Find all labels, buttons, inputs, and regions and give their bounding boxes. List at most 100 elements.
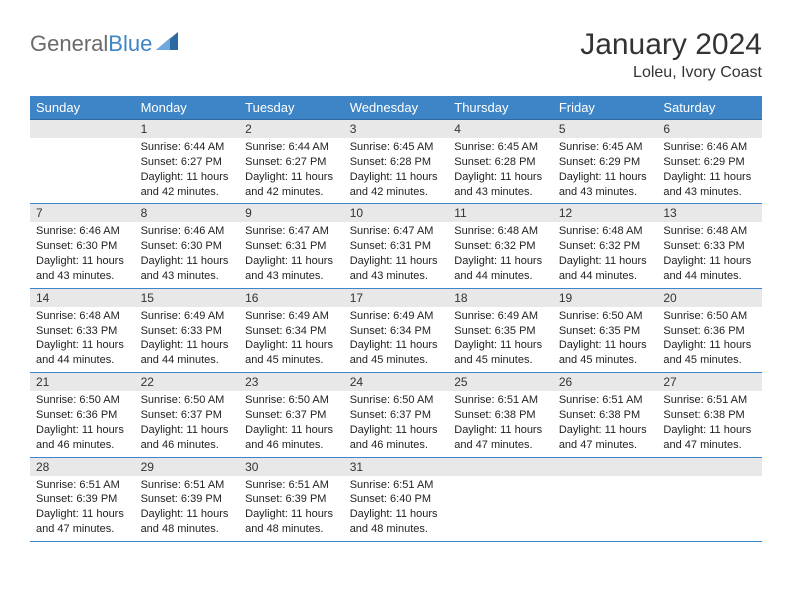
sunset-text: Sunset: 6:29 PM: [559, 155, 652, 170]
sunset-text: Sunset: 6:33 PM: [36, 324, 129, 339]
day-number: 21: [30, 373, 135, 391]
sunrise-text: Sunrise: 6:51 AM: [245, 478, 338, 493]
calendar-day-cell: 12Sunrise: 6:48 AMSunset: 6:32 PMDayligh…: [553, 204, 658, 288]
calendar-day-cell: 17Sunrise: 6:49 AMSunset: 6:34 PMDayligh…: [344, 288, 449, 372]
sunset-text: Sunset: 6:35 PM: [454, 324, 547, 339]
sunset-text: Sunset: 6:37 PM: [350, 408, 443, 423]
sunrise-text: Sunrise: 6:51 AM: [559, 393, 652, 408]
location-label: Loleu, Ivory Coast: [580, 64, 762, 82]
day-number: [448, 458, 553, 476]
day-number: [657, 458, 762, 476]
day-number: 14: [30, 289, 135, 307]
day-number: 13: [657, 204, 762, 222]
calendar-week-row: 21Sunrise: 6:50 AMSunset: 6:36 PMDayligh…: [30, 373, 762, 457]
weekday-header: Wednesday: [344, 96, 449, 120]
calendar-day-cell: 30 Sunrise: 6:51 AMSunset: 6:39 PMDayligh…: [239, 457, 344, 541]
weekday-header-row: Sunday Monday Tuesday Wednesday Thursday…: [30, 96, 762, 120]
sunrise-text: Sunrise: 6:49 AM: [454, 309, 547, 324]
day-number: 24: [344, 373, 449, 391]
sunrise-text: Sunrise: 6:46 AM: [36, 224, 129, 239]
daylight-text: Daylight: 11 hours and 45 minutes.: [350, 338, 443, 368]
sunset-text: Sunset: 6:30 PM: [36, 239, 129, 254]
daylight-text: Daylight: 11 hours and 46 minutes.: [245, 423, 338, 453]
daylight-text: Daylight: 11 hours and 43 minutes.: [663, 170, 756, 200]
daylight-text: Daylight: 11 hours and 45 minutes.: [454, 338, 547, 368]
day-number: 28: [30, 458, 135, 476]
daylight-text: Daylight: 11 hours and 48 minutes.: [245, 507, 338, 537]
sunrise-text: Sunrise: 6:45 AM: [559, 140, 652, 155]
day-number: 1: [135, 120, 240, 138]
calendar-day-cell: 10Sunrise: 6:47 AMSunset: 6:31 PMDayligh…: [344, 204, 449, 288]
day-content: Sunrise: 6:48 AMSunset: 6:33 PMDaylight:…: [657, 222, 762, 287]
day-number: 27: [657, 373, 762, 391]
sunset-text: Sunset: 6:29 PM: [663, 155, 756, 170]
daylight-text: Daylight: 11 hours and 44 minutes.: [36, 338, 129, 368]
day-content: Sunrise: 6:49 AMSunset: 6:35 PMDaylight:…: [448, 307, 553, 372]
calendar-day-cell: 24Sunrise: 6:50 AMSunset: 6:37 PMDayligh…: [344, 373, 449, 457]
calendar-week-row: 28Sunrise: 6:51 AMSunset: 6:39 PMDayligh…: [30, 457, 762, 541]
day-content: [30, 138, 135, 144]
calendar-day-cell: 18Sunrise: 6:49 AMSunset: 6:35 PMDayligh…: [448, 288, 553, 372]
day-number: 30: [239, 458, 344, 476]
calendar-page: GeneralBlue January 2024 Loleu, Ivory Co…: [0, 0, 792, 542]
sunset-text: Sunset: 6:38 PM: [559, 408, 652, 423]
calendar-day-cell: [553, 457, 658, 541]
daylight-text: Daylight: 11 hours and 42 minutes.: [350, 170, 443, 200]
day-content: Sunrise: 6:49 AMSunset: 6:34 PMDaylight:…: [344, 307, 449, 372]
sunrise-text: Sunrise: 6:50 AM: [663, 309, 756, 324]
calendar-day-cell: 3Sunrise: 6:45 AMSunset: 6:28 PMDaylight…: [344, 120, 449, 204]
sunrise-text: Sunrise: 6:48 AM: [36, 309, 129, 324]
day-number: 6: [657, 120, 762, 138]
day-content: Sunrise: 6:48 AMSunset: 6:32 PMDaylight:…: [448, 222, 553, 287]
day-content: Sunrise: 6:47 AMSunset: 6:31 PMDaylight:…: [239, 222, 344, 287]
day-content: Sunrise: 6:50 AMSunset: 6:37 PMDaylight:…: [239, 391, 344, 456]
day-content: Sunrise: 6:51 AMSunset: 6:38 PMDaylight:…: [553, 391, 658, 456]
calendar-day-cell: [448, 457, 553, 541]
daylight-text: Daylight: 11 hours and 47 minutes.: [36, 507, 129, 537]
calendar-day-cell: 20Sunrise: 6:50 AMSunset: 6:36 PMDayligh…: [657, 288, 762, 372]
daylight-text: Daylight: 11 hours and 46 minutes.: [36, 423, 129, 453]
day-number: 26: [553, 373, 658, 391]
day-content: [553, 476, 658, 482]
sunset-text: Sunset: 6:33 PM: [141, 324, 234, 339]
weekday-header: Saturday: [657, 96, 762, 120]
day-content: Sunrise: 6:50 AMSunset: 6:37 PMDaylight:…: [135, 391, 240, 456]
daylight-text: Daylight: 11 hours and 43 minutes.: [141, 254, 234, 284]
daylight-text: Daylight: 11 hours and 46 minutes.: [141, 423, 234, 453]
calendar-week-row: 1Sunrise: 6:44 AMSunset: 6:27 PMDaylight…: [30, 120, 762, 204]
sunrise-text: Sunrise: 6:46 AM: [141, 224, 234, 239]
daylight-text: Daylight: 11 hours and 43 minutes.: [350, 254, 443, 284]
daylight-text: Daylight: 11 hours and 47 minutes.: [663, 423, 756, 453]
calendar-day-cell: 8Sunrise: 6:46 AMSunset: 6:30 PMDaylight…: [135, 204, 240, 288]
calendar-day-cell: 22Sunrise: 6:50 AMSunset: 6:37 PMDayligh…: [135, 373, 240, 457]
daylight-text: Daylight: 11 hours and 45 minutes.: [245, 338, 338, 368]
day-number: 8: [135, 204, 240, 222]
daylight-text: Daylight: 11 hours and 44 minutes.: [141, 338, 234, 368]
daylight-text: Daylight: 11 hours and 42 minutes.: [141, 170, 234, 200]
calendar-day-cell: [30, 120, 135, 204]
day-number: 25: [448, 373, 553, 391]
sunrise-text: Sunrise: 6:51 AM: [454, 393, 547, 408]
sunset-text: Sunset: 6:39 PM: [245, 492, 338, 507]
page-header: GeneralBlue January 2024 Loleu, Ivory Co…: [30, 28, 762, 82]
daylight-text: Daylight: 11 hours and 44 minutes.: [454, 254, 547, 284]
calendar-day-cell: 23Sunrise: 6:50 AMSunset: 6:37 PMDayligh…: [239, 373, 344, 457]
daylight-text: Daylight: 11 hours and 45 minutes.: [663, 338, 756, 368]
day-number: 16: [239, 289, 344, 307]
weekday-header: Thursday: [448, 96, 553, 120]
sunrise-text: Sunrise: 6:50 AM: [559, 309, 652, 324]
logo: GeneralBlue: [30, 28, 178, 55]
sunrise-text: Sunrise: 6:45 AM: [454, 140, 547, 155]
sunrise-text: Sunrise: 6:47 AM: [245, 224, 338, 239]
sunrise-text: Sunrise: 6:44 AM: [245, 140, 338, 155]
daylight-text: Daylight: 11 hours and 47 minutes.: [454, 423, 547, 453]
sunset-text: Sunset: 6:28 PM: [454, 155, 547, 170]
weekday-header: Tuesday: [239, 96, 344, 120]
sunset-text: Sunset: 6:40 PM: [350, 492, 443, 507]
sunrise-text: Sunrise: 6:45 AM: [350, 140, 443, 155]
day-content: Sunrise: 6:46 AMSunset: 6:30 PMDaylight:…: [135, 222, 240, 287]
day-content: Sunrise: 6:46 AMSunset: 6:30 PMDaylight:…: [30, 222, 135, 287]
calendar-day-cell: 15Sunrise: 6:49 AMSunset: 6:33 PMDayligh…: [135, 288, 240, 372]
calendar-day-cell: 31Sunrise: 6:51 AMSunset: 6:40 PMDayligh…: [344, 457, 449, 541]
day-number: 7: [30, 204, 135, 222]
